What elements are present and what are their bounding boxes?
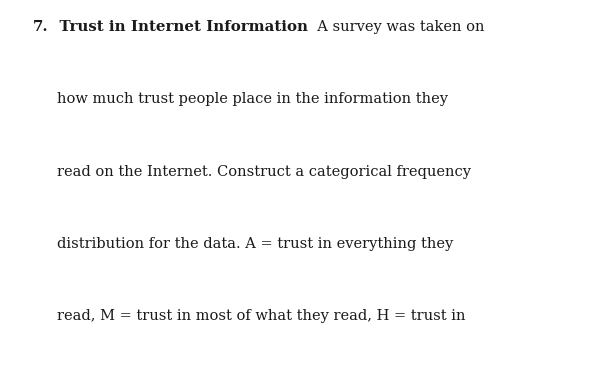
Text: distribution for the data. A = trust in everything they: distribution for the data. A = trust in … (57, 237, 453, 251)
Text: how much trust people place in the information they: how much trust people place in the infor… (57, 92, 448, 106)
Text: read on the Internet. Construct a categorical frequency: read on the Internet. Construct a catego… (57, 165, 471, 178)
Text: A survey was taken on: A survey was taken on (308, 20, 484, 34)
Text: read, M = trust in most of what they read, H = trust in: read, M = trust in most of what they rea… (57, 309, 466, 323)
Text: 7.: 7. (33, 20, 49, 34)
Text: Trust in Internet Information: Trust in Internet Information (49, 20, 308, 34)
